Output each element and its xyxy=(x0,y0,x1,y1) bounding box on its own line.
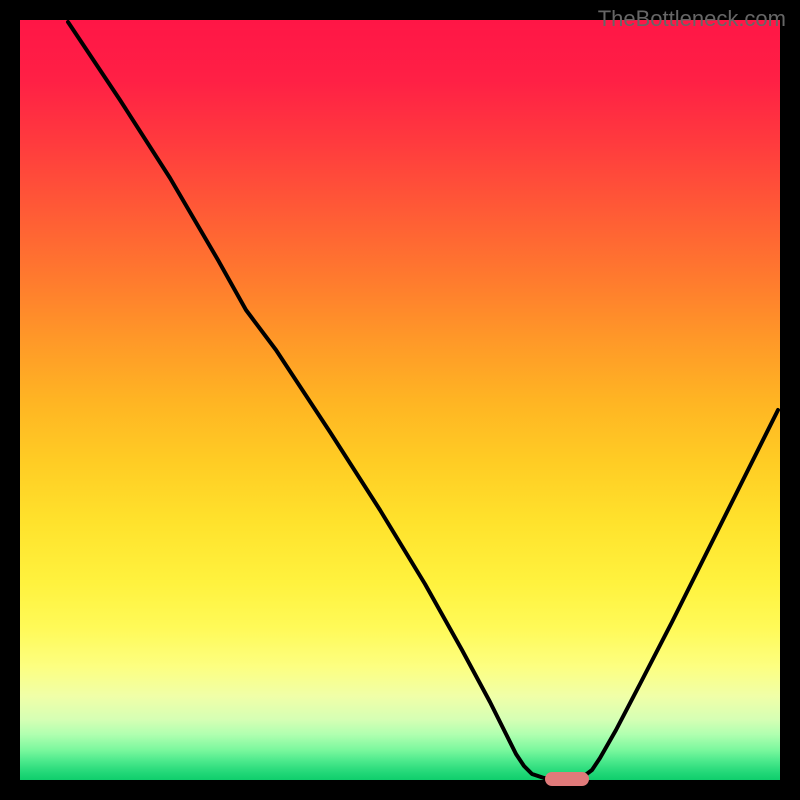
chart-frame: TheBottleneck.com xyxy=(0,0,800,800)
optimum-marker xyxy=(545,772,589,786)
watermark-text: TheBottleneck.com xyxy=(598,6,786,32)
plot-area xyxy=(20,20,780,780)
gradient-background xyxy=(0,0,800,800)
